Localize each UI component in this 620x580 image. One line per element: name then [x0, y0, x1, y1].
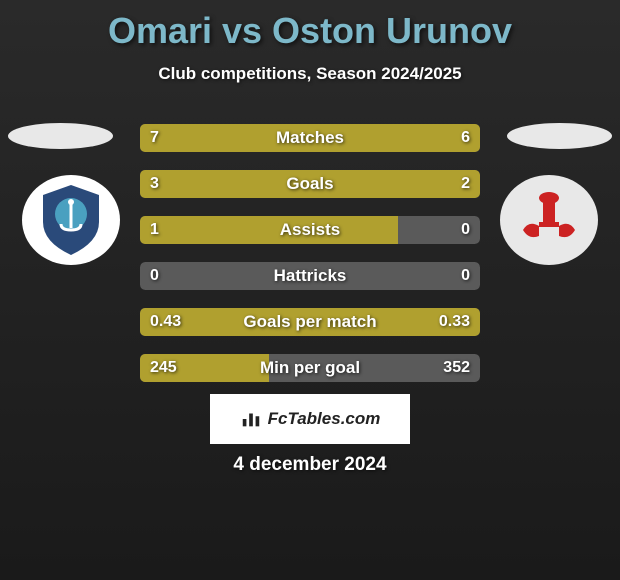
stat-bar-row: 245352Min per goal [140, 354, 480, 382]
stat-bar-row: 10Assists [140, 216, 480, 244]
stat-bars: 76Matches 32Goals 10Assists 00Hattricks 0.43… [140, 124, 480, 400]
shield-anchor-icon [31, 180, 111, 260]
attribution-label: FcTables.com [268, 409, 381, 429]
subtitle: Club competitions, Season 2024/2025 [0, 64, 620, 84]
stat-label: Goals per match [140, 308, 480, 336]
stat-label: Hattricks [140, 262, 480, 290]
stat-label: Min per goal [140, 354, 480, 382]
stat-bar-row: 00Hattricks [140, 262, 480, 290]
stat-bar-row: 0.430.33Goals per match [140, 308, 480, 336]
player-base-right [507, 123, 612, 149]
stat-label: Goals [140, 170, 480, 198]
stat-bar-row: 32Goals [140, 170, 480, 198]
attribution-box: FcTables.com [210, 394, 410, 444]
date-label: 4 december 2024 [0, 454, 620, 476]
player-base-left [8, 123, 113, 149]
club-badge-right [500, 175, 598, 265]
page-title: Omari vs Oston Urunov [0, 0, 620, 52]
trophy-crest-icon [509, 180, 589, 260]
stat-bar-row: 76Matches [140, 124, 480, 152]
club-badge-left [22, 175, 120, 265]
stat-label: Matches [140, 124, 480, 152]
chart-bar-icon [240, 408, 262, 430]
stat-label: Assists [140, 216, 480, 244]
